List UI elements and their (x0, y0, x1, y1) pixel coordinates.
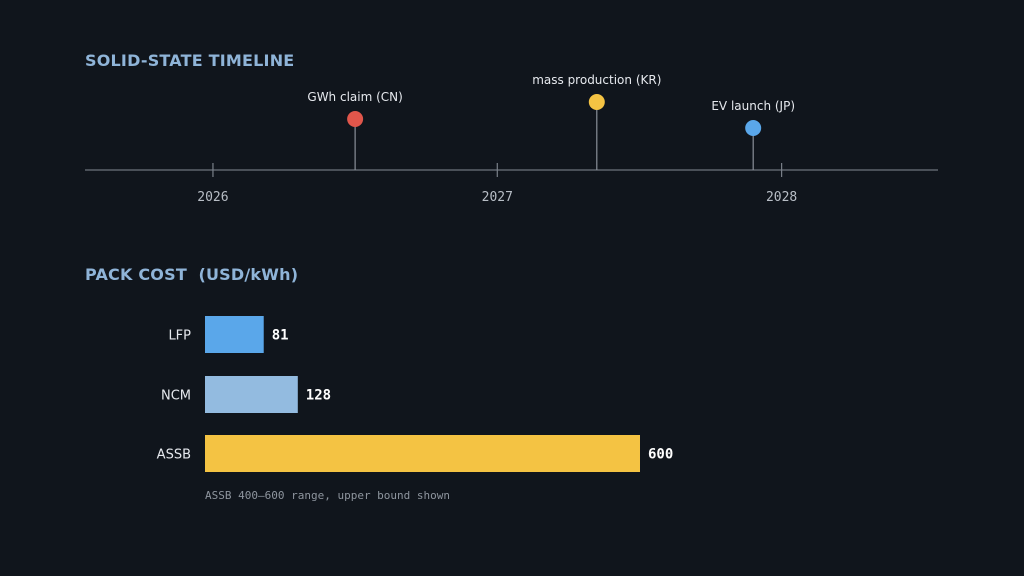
timeline-event-label: GWh claim (CN) (307, 90, 402, 104)
timeline-event-marker (347, 111, 364, 127)
timeline-event-label: mass production (KR) (532, 73, 661, 87)
timeline-event-marker (588, 94, 605, 110)
timeline-event-marker (745, 120, 762, 136)
timeline-event-label: EV launch (JP) (711, 99, 795, 113)
bar-category-label: NCM (161, 389, 191, 404)
bar-value-label: 128 (306, 388, 331, 404)
timeline-tick-label: 2026 (197, 190, 228, 205)
bar-category-label: LFP (168, 329, 191, 344)
timeline-tick-label: 2028 (766, 190, 797, 205)
chart-note: ASSB 400–600 range, upper bound shown (205, 489, 450, 502)
bar-value-label: 600 (648, 447, 673, 463)
bar-value-label: 81 (272, 328, 289, 344)
timeline-title: SOLID-STATE TIMELINE (85, 51, 295, 70)
bar-ncm (205, 376, 298, 413)
pack-cost-title: PACK COST (USD/kWh) (85, 265, 299, 284)
bar-assb (205, 435, 640, 472)
bar-lfp (205, 316, 264, 353)
timeline-tick-label: 2027 (482, 190, 513, 205)
bar-category-label: ASSB (157, 448, 191, 463)
